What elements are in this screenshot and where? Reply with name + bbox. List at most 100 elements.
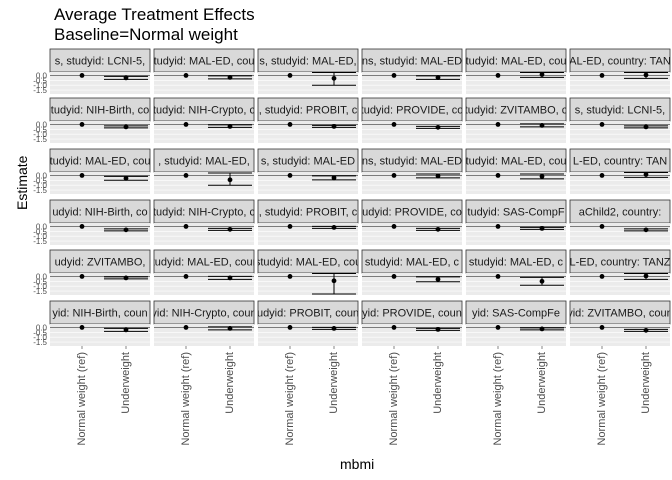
facet-strip-label: aChild2, country: (579, 207, 662, 219)
facet-strip-label: yid: PROVIDE, coun (362, 308, 462, 320)
y-tick-label: 0.0 (36, 71, 48, 80)
facet-panel-18: L-ED, country: TAN (569, 148, 671, 194)
point-underweight (331, 278, 337, 284)
point-reference (183, 173, 189, 178)
y-tick-label: -1.5 (33, 338, 47, 347)
facet-panel-26: studyid: MAL-ED, count (146, 249, 262, 295)
facet-strip-label: s, studyid: MAL-ED (261, 156, 355, 168)
point-underweight (123, 175, 129, 181)
point-reference (599, 73, 605, 78)
facet-panel-19: udyid: NIH-Birth, co 0.0-0.5-1.0-1.5 (33, 199, 151, 246)
y-tick-label: -1.0 (33, 130, 47, 139)
x-tick-label: Underweight (536, 352, 548, 414)
y-axis-title: Estimate (14, 155, 30, 210)
y-tick-label: -0.5 (33, 176, 47, 185)
facet-panel-24: aChild2, country: (569, 199, 671, 245)
facet-strip-label: tudyid: NIH-Crypto, c (153, 105, 256, 117)
facet-panel-10: tudyid: PROVIDE, co (361, 97, 463, 143)
point-underweight (435, 326, 441, 332)
point-reference (287, 274, 293, 279)
facet-panel-33: tudyid: PROBIT, count Normal weight (ref)… (257, 300, 359, 446)
facet-strip-label: yid: NIH-Crypto, coun (151, 308, 256, 320)
point-reference (287, 73, 293, 78)
y-tick-label: -0.5 (33, 328, 47, 337)
y-tick-label: -1.0 (33, 333, 47, 342)
point-underweight (331, 326, 337, 331)
x-tick-label: Normal weight (ref) (388, 352, 400, 446)
point-reference (183, 73, 189, 78)
y-tick-label: -0.5 (33, 227, 47, 236)
point-underweight (227, 74, 233, 80)
facet-panel-15: s, studyid: MAL-ED (257, 148, 359, 194)
point-reference (287, 224, 293, 229)
facet-strip-label: yid: SAS-CompFe (472, 308, 560, 320)
point-underweight (643, 273, 649, 279)
point-underweight (123, 124, 129, 130)
panel-background (570, 72, 670, 94)
point-reference (391, 173, 397, 178)
point-underweight (435, 276, 441, 282)
facet-panel-23: tudyid: SAS-CompF (465, 199, 567, 245)
facet-panel-17: tudyid: MAL-ED, cou (465, 148, 567, 194)
facet-panel-36: yid: ZVITAMBO, coun Normal weight (ref) Un… (569, 300, 671, 446)
facet-panel-35: yid: SAS-CompFe Normal weight (ref) Underw… (465, 300, 567, 446)
point-underweight (643, 72, 649, 78)
point-reference (79, 325, 85, 330)
point-underweight (643, 172, 649, 177)
y-tick-label: -1.5 (33, 237, 47, 246)
point-underweight (539, 225, 545, 231)
facet-panel-31: yid: NIH-Birth, coun 0.0-0.5-1.0-1.5 Norma… (33, 300, 151, 446)
point-underweight (227, 226, 233, 232)
point-reference (495, 224, 501, 229)
facet-strip-label: , studyid: PROBIT, c (259, 207, 358, 219)
facet-panel-9: , studyid: PROBIT, c (257, 97, 359, 143)
point-underweight (331, 175, 337, 181)
point-underweight (643, 327, 649, 333)
panel-background (570, 273, 670, 295)
facet-strip-label: studyid: MAL-ED, count (146, 257, 262, 269)
facet-panel-7: tudyid: NIH-Birth, co0.0-0.5-1.0-1.5 (33, 97, 151, 144)
facet-strip-label: yid: NIH-Birth, coun (52, 308, 147, 320)
point-reference (183, 122, 189, 127)
facet-panel-1: s, studyid: LCNI-5, 0.0-0.5-1.0-1.5 (33, 48, 151, 95)
y-tick-label: -1.5 (33, 186, 47, 195)
facet-strip-label: L-ED, country: TAN (573, 156, 667, 168)
point-reference (495, 122, 501, 127)
point-reference (391, 325, 397, 330)
facet-strip-label: s, studyid: LCNI-5, (55, 56, 145, 68)
point-underweight (227, 326, 233, 331)
point-reference (79, 274, 85, 279)
facet-panel-20: tudyid: NIH-Crypto, c (153, 199, 255, 245)
point-reference (183, 224, 189, 229)
point-underweight (643, 124, 649, 130)
facet-panel-25: udyid: ZVITAMBO, 0.0-0.5-1.0-1.5 (33, 249, 151, 296)
facet-strip-label: ns, studyid: MAL-ED (362, 156, 462, 168)
facet-panel-5: tudyid: MAL-ED, cou (465, 48, 567, 94)
x-tick-label: Underweight (120, 352, 132, 414)
point-underweight (435, 226, 441, 232)
panel-background (258, 273, 358, 295)
point-underweight (331, 75, 337, 81)
facet-panel-27: studyid: MAL-ED, cou (257, 249, 359, 295)
facet-panel-6: AL-ED, country: TAN (569, 48, 671, 94)
point-underweight (643, 227, 649, 233)
panel-background (154, 172, 254, 194)
point-underweight (539, 72, 545, 77)
point-reference (79, 224, 85, 229)
facet-strip-label: AL-ED, country: TAN (569, 56, 671, 68)
facet-panel-2: tudyid: MAL-ED, cou (153, 48, 255, 94)
facet-strip-label: tudyid: SAS-CompF (467, 207, 564, 219)
facet-strip-label: s, studyid: LCNI-5, (575, 105, 665, 117)
chart-title: Average Treatment Effects (54, 5, 255, 24)
facet-panel-4: ns, studyid: MAL-ED (361, 48, 463, 94)
point-underweight (123, 275, 129, 281)
y-tick-label: 0.0 (36, 171, 48, 180)
point-reference (599, 274, 605, 279)
point-reference (391, 73, 397, 78)
y-tick-label: -1.5 (33, 287, 47, 296)
y-tick-label: -1.0 (33, 232, 47, 241)
x-tick-label: Underweight (640, 352, 652, 414)
point-reference (79, 122, 85, 127)
facet-strip-label: tudyid: NIH-Birth, co (51, 105, 149, 117)
